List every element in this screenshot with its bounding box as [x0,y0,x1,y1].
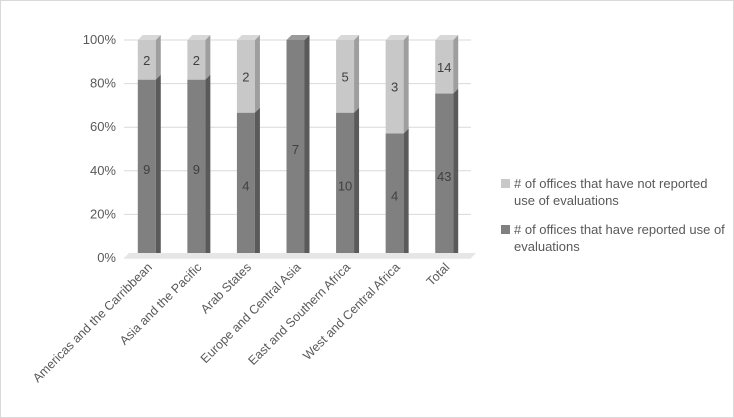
y-tick-label: 100% [83,32,117,47]
data-label-not-reported: 2 [242,69,249,84]
bar-not-reported-side [155,35,161,80]
data-label-not-reported: 14 [437,60,451,75]
data-label-reported: 7 [292,142,299,157]
bar-reported [385,133,404,258]
data-label-not-reported: 3 [391,80,398,95]
bar-top-face [286,35,310,40]
legend: # of offices that have not reported use … [501,175,731,267]
bar-top-face [336,35,360,40]
y-tick-label: 40% [90,163,116,178]
bar-not-reported-side [453,35,459,94]
bar-reported-side [254,107,260,259]
bar-not-reported-side [354,35,360,113]
bar-top-face [187,35,211,40]
legend-item-not-reported: # of offices that have not reported use … [501,175,731,209]
data-label-not-reported: 5 [341,69,348,84]
bar-not-reported [435,40,454,94]
y-tick-label: 80% [90,76,116,91]
bar-reported [236,112,255,259]
data-label-reported: 10 [338,178,352,193]
y-tick-label: 60% [90,119,116,134]
legend-label-reported: # of offices that have reported use of e… [514,222,725,254]
bar-reported-side [354,107,360,259]
x-category-label: East and Southern Africa [246,260,354,368]
bar-reported-side [304,35,310,258]
bar-reported-side [205,74,211,259]
bar-reported [137,79,156,259]
x-category-label: Total [424,260,453,289]
bar-reported-side [155,74,161,259]
legend-swatch-reported [501,225,510,234]
data-label-not-reported: 2 [143,53,150,68]
bar-not-reported [236,40,255,113]
bar-reported [435,93,454,259]
legend-item-reported: # of offices that have reported use of e… [501,221,731,255]
bar-not-reported-side [254,35,260,113]
floor [124,253,476,258]
bar-top-face [385,35,409,40]
bar-not-reported-side [403,35,409,134]
bar-not-reported [137,40,156,80]
bar-reported [336,112,355,259]
bar-reported [187,79,206,259]
data-label-not-reported: 2 [193,53,200,68]
bar-top-face [435,35,459,40]
bar-not-reported [187,40,206,80]
x-category-label: West and Central Africa [300,260,403,363]
bar-not-reported [385,40,404,134]
data-label-reported: 4 [391,189,398,204]
x-category-label: Asia and the Pacific [117,260,205,348]
y-tick-label: 20% [90,206,116,221]
data-label-reported: 4 [242,178,249,193]
bar-top-face [236,35,260,40]
x-category-label: Europe and Central Asia [198,260,304,366]
bar-not-reported-side [205,35,211,80]
bar-reported-side [403,128,409,258]
bar-reported-side [453,88,459,259]
y-tick-label: 0% [97,250,116,265]
data-label-reported: 9 [193,162,200,177]
legend-swatch-not-reported [501,179,510,188]
bar-reported [286,40,305,258]
legend-label-not-reported: # of offices that have not reported use … [514,176,708,208]
data-label-reported: 9 [143,162,150,177]
data-label-reported: 43 [437,169,451,184]
bar-not-reported [336,40,355,113]
bar-top-face [137,35,161,40]
